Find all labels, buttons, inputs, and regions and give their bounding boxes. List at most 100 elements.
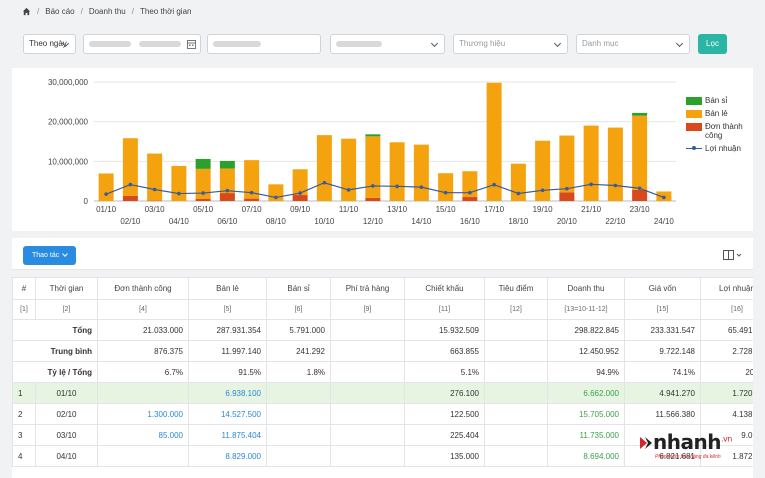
- bar-retail: [510, 163, 526, 201]
- col-discount[interactable]: Chiết khấu: [404, 277, 485, 300]
- home-icon[interactable]: [22, 7, 31, 16]
- filter-button[interactable]: Lọc: [698, 34, 727, 54]
- legend-item-wholesale[interactable]: Bán sỉ: [686, 96, 752, 105]
- x-tick-label: 20/10: [557, 217, 578, 226]
- bar-wholesale: [365, 134, 381, 137]
- table-toolbar: Thao tác: [12, 238, 753, 270]
- profit-point: [128, 182, 133, 187]
- x-tick-label: 21/10: [581, 205, 602, 214]
- x-tick-label: 18/10: [508, 217, 529, 226]
- table-row[interactable]: 4 04/10 8.829.000 135.000 8.694.000 6.821.681…: [12, 445, 753, 467]
- date-range-input[interactable]: [83, 34, 201, 54]
- logo-mark-icon: [640, 437, 652, 449]
- bar-retail: [486, 82, 502, 201]
- breadcrumb: / Báo cáo / Doanh thu / Theo thời gian: [0, 0, 765, 22]
- x-tick-label: 02/10: [120, 217, 141, 226]
- table-row[interactable]: 2 02/10 1.300.000 14.527.500 122.500 15.705.0…: [12, 403, 753, 425]
- x-tick-label: 05/10: [193, 205, 214, 214]
- profit-point: [419, 185, 424, 189]
- nhanh-logo: nhanh.vn Phần mềm bán hàng đa kênh: [639, 430, 765, 466]
- x-tick-label: 04/10: [169, 217, 190, 226]
- x-tick-label: 08/10: [266, 217, 287, 226]
- profit-point: [589, 182, 593, 187]
- profit-point: [540, 188, 545, 193]
- profit-point: [565, 186, 569, 191]
- bar-retail: [607, 127, 623, 201]
- bar-orders: [147, 200, 163, 202]
- bar-retail: [365, 136, 381, 198]
- col-points[interactable]: Tiêu điểm: [484, 277, 548, 300]
- profit-point: [662, 195, 666, 200]
- bar-retail: [171, 165, 187, 201]
- legend-item-successful-orders[interactable]: Đơn thành công: [686, 122, 752, 140]
- actions-button[interactable]: Thao tác: [23, 246, 76, 265]
- x-tick-label: 15/10: [436, 205, 457, 214]
- bar-retail: [438, 173, 454, 201]
- col-retail[interactable]: Bán lẻ: [188, 277, 267, 300]
- period-select[interactable]: Theo ngày: [23, 34, 76, 54]
- store-select[interactable]: [330, 34, 445, 54]
- profit-point: [637, 186, 642, 191]
- bar-retail: [535, 140, 551, 201]
- x-tick-label: 14/10: [411, 217, 432, 226]
- bar-retail: [341, 138, 357, 201]
- x-tick-label: 10/10: [314, 217, 335, 226]
- revenue-table: # Thời gian Đơn thành công Bán lẻ Bán sỉ…: [12, 277, 753, 478]
- filter-bar: Theo ngày Thương hiệu Danh mục Lọc: [0, 28, 765, 60]
- col-wholesale[interactable]: Bán sỉ: [266, 277, 331, 300]
- breadcrumb-revenue[interactable]: Doanh thu: [88, 6, 126, 16]
- bar-retail: [559, 135, 575, 193]
- bar-retail: [462, 171, 478, 198]
- formula-index-row: [1] [2] [4] [5] [6] [9] [11] [12] [13=10…: [12, 299, 753, 320]
- y-tick-label: 0: [84, 197, 89, 206]
- bar-orders: [122, 195, 138, 201]
- bar-retail: [244, 160, 260, 199]
- col-successful-orders[interactable]: Đơn thành công: [97, 277, 189, 300]
- bar-retail: [413, 144, 429, 201]
- chart-legend: Bán sỉ Bán lẻ Đơn thành công Lợi nhuận: [686, 96, 752, 157]
- product-search-input[interactable]: [207, 34, 321, 54]
- col-index[interactable]: #: [12, 277, 36, 300]
- table-row[interactable]: 1 01/10 6.938.100 276.100 6.662.000 4.941.270…: [12, 382, 753, 404]
- col-cost[interactable]: Giá vốn: [624, 277, 701, 300]
- bar-retail: [195, 168, 211, 200]
- profit-point: [346, 188, 351, 192]
- col-time[interactable]: Thời gian: [35, 277, 98, 300]
- bar-retail: [389, 142, 405, 201]
- profit-point: [613, 183, 618, 188]
- profit-point: [274, 195, 278, 200]
- x-tick-label: 06/10: [217, 217, 238, 226]
- col-profit[interactable]: Lợi nhuận: [700, 277, 753, 300]
- x-tick-label: 22/10: [605, 217, 626, 226]
- y-tick-label: 10,000,000: [48, 157, 89, 166]
- bar-retail: [632, 115, 648, 190]
- table-row[interactable]: 3 03/10 85.000 11.875.404 225.404 11.735.000 9…: [12, 424, 753, 446]
- calendar-icon[interactable]: [187, 39, 196, 49]
- brand-select[interactable]: Thương hiệu: [453, 34, 568, 54]
- bar-wholesale: [195, 158, 211, 169]
- profit-point: [492, 182, 496, 187]
- x-tick-label: 11/10: [339, 205, 359, 214]
- bar-retail: [98, 173, 114, 201]
- bar-orders: [292, 195, 308, 201]
- profit-point: [322, 180, 327, 185]
- col-return-fee[interactable]: Phí trả hàng: [330, 277, 405, 300]
- profit-point: [104, 192, 108, 196]
- x-tick-label: 03/10: [145, 205, 166, 214]
- bar-orders: [219, 193, 235, 201]
- bar-orders: [195, 199, 211, 201]
- legend-item-retail[interactable]: Bán lẻ: [686, 109, 752, 118]
- profit-point: [395, 184, 399, 189]
- bar-retail: [316, 135, 332, 201]
- profit-point: [152, 187, 157, 192]
- profit-point: [225, 188, 230, 193]
- col-revenue[interactable]: Doanh thu: [547, 277, 625, 300]
- x-tick-label: 09/10: [290, 205, 311, 214]
- columns-icon[interactable]: [723, 249, 743, 261]
- category-select[interactable]: Danh mục: [576, 34, 690, 54]
- profit-point: [177, 191, 181, 196]
- breadcrumb-reports[interactable]: Báo cáo: [45, 6, 75, 16]
- legend-item-profit[interactable]: Lợi nhuận: [686, 144, 752, 153]
- x-tick-label: 13/10: [387, 205, 408, 214]
- profit-point: [298, 191, 302, 195]
